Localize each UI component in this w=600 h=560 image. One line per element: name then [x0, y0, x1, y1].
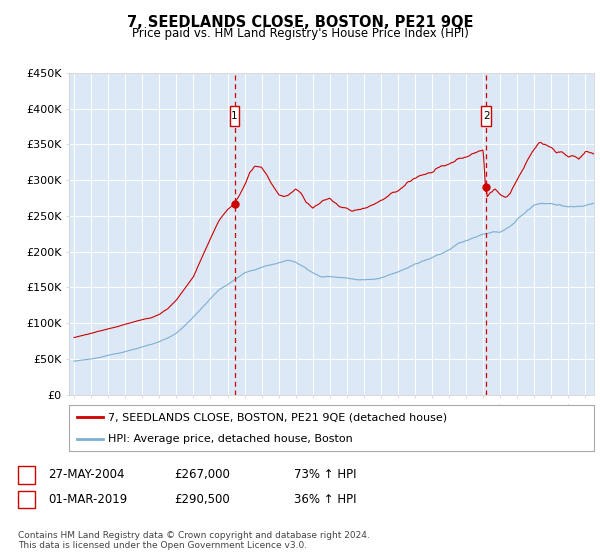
Text: Price paid vs. HM Land Registry's House Price Index (HPI): Price paid vs. HM Land Registry's House … [131, 27, 469, 40]
Text: £290,500: £290,500 [174, 493, 230, 506]
Text: Contains HM Land Registry data © Crown copyright and database right 2024.
This d: Contains HM Land Registry data © Crown c… [18, 531, 370, 550]
Text: 27-MAY-2004: 27-MAY-2004 [48, 468, 125, 482]
Text: 1: 1 [23, 468, 30, 482]
Text: 73% ↑ HPI: 73% ↑ HPI [294, 468, 356, 482]
Text: 7, SEEDLANDS CLOSE, BOSTON, PE21 9QE (detached house): 7, SEEDLANDS CLOSE, BOSTON, PE21 9QE (de… [109, 412, 448, 422]
Text: 2: 2 [23, 493, 30, 506]
Text: 01-MAR-2019: 01-MAR-2019 [48, 493, 127, 506]
Bar [481, 106, 491, 126]
Bar [230, 106, 239, 126]
Text: £267,000: £267,000 [174, 468, 230, 482]
Text: 2: 2 [483, 111, 490, 121]
Text: 1: 1 [231, 111, 238, 121]
Text: 7, SEEDLANDS CLOSE, BOSTON, PE21 9QE: 7, SEEDLANDS CLOSE, BOSTON, PE21 9QE [127, 15, 473, 30]
Text: HPI: Average price, detached house, Boston: HPI: Average price, detached house, Bost… [109, 435, 353, 444]
Text: 36% ↑ HPI: 36% ↑ HPI [294, 493, 356, 506]
